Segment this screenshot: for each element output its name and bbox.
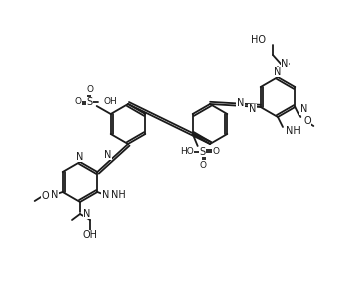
Text: NH: NH: [111, 190, 126, 200]
Text: O: O: [199, 160, 206, 169]
Text: N: N: [51, 190, 58, 199]
Text: N: N: [104, 150, 111, 160]
Text: HO: HO: [251, 35, 266, 45]
Text: NH: NH: [286, 126, 301, 136]
Text: O: O: [74, 98, 81, 107]
Text: S: S: [87, 97, 93, 107]
Text: OH: OH: [82, 230, 97, 240]
Text: O: O: [212, 147, 219, 157]
Text: N: N: [83, 209, 90, 219]
Text: N: N: [274, 67, 282, 77]
Text: N: N: [102, 190, 109, 199]
Text: O: O: [303, 116, 311, 126]
Text: N: N: [249, 105, 256, 114]
Text: N: N: [281, 59, 289, 69]
Text: S: S: [200, 147, 206, 157]
Text: O: O: [86, 85, 93, 94]
Text: N: N: [76, 152, 84, 162]
Text: N: N: [300, 105, 307, 114]
Text: OH: OH: [104, 98, 117, 107]
Text: O: O: [42, 191, 49, 201]
Text: HO: HO: [180, 147, 194, 157]
Text: N: N: [237, 98, 244, 109]
